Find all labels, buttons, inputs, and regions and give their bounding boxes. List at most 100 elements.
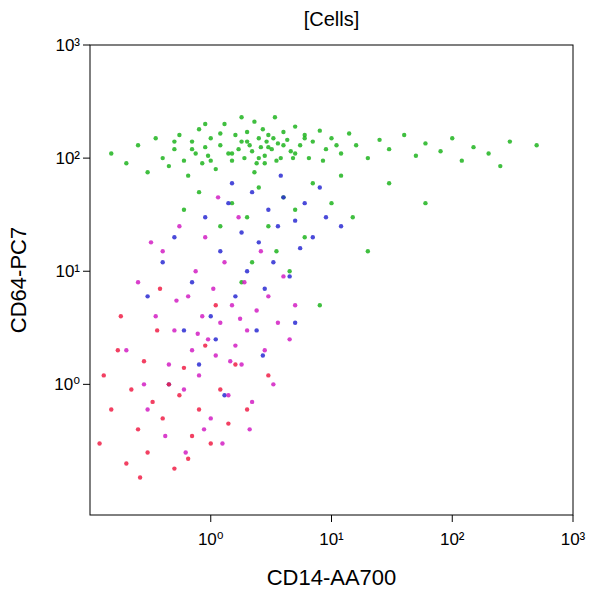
tick-label: 10⁰ bbox=[198, 530, 224, 549]
point bbox=[271, 260, 275, 264]
point bbox=[158, 287, 162, 291]
point bbox=[285, 138, 289, 142]
point bbox=[97, 441, 101, 445]
point bbox=[197, 362, 201, 366]
point bbox=[318, 128, 322, 132]
point bbox=[172, 147, 176, 151]
tick-label: 10⁰ bbox=[54, 375, 80, 394]
background bbox=[0, 0, 600, 600]
point bbox=[259, 145, 263, 149]
point bbox=[218, 249, 222, 253]
title: [Cells] bbox=[304, 8, 360, 30]
point bbox=[186, 294, 190, 298]
point bbox=[214, 337, 218, 341]
point bbox=[324, 147, 328, 151]
point bbox=[136, 427, 140, 431]
point bbox=[155, 328, 159, 332]
point bbox=[233, 362, 237, 366]
tick bbox=[210, 515, 211, 522]
point bbox=[486, 151, 490, 155]
point bbox=[471, 145, 475, 149]
point bbox=[226, 393, 230, 397]
point bbox=[377, 138, 381, 142]
point bbox=[136, 143, 140, 147]
point bbox=[276, 224, 280, 228]
chart: 10⁰10¹10²10³10⁰10¹10²10³[Cells]CD14-AA70… bbox=[0, 0, 600, 600]
point bbox=[142, 359, 146, 363]
point bbox=[182, 366, 186, 370]
point bbox=[257, 156, 261, 160]
point bbox=[142, 382, 146, 386]
point bbox=[190, 434, 194, 438]
point bbox=[247, 427, 251, 431]
point bbox=[257, 185, 261, 189]
point bbox=[218, 143, 222, 147]
point bbox=[154, 136, 158, 140]
point bbox=[209, 314, 213, 318]
point bbox=[218, 131, 222, 135]
point bbox=[203, 343, 207, 347]
point bbox=[206, 154, 210, 158]
point bbox=[124, 348, 128, 352]
point bbox=[200, 161, 204, 165]
point bbox=[254, 328, 258, 332]
point bbox=[218, 224, 222, 228]
point bbox=[116, 348, 120, 352]
point bbox=[167, 382, 171, 386]
point bbox=[264, 139, 268, 143]
point bbox=[190, 139, 194, 143]
point bbox=[259, 249, 263, 253]
point bbox=[298, 246, 302, 250]
point bbox=[236, 215, 240, 219]
point bbox=[261, 353, 265, 357]
point bbox=[226, 421, 230, 425]
point bbox=[190, 348, 194, 352]
tick bbox=[83, 271, 90, 272]
point bbox=[266, 373, 270, 377]
point bbox=[247, 143, 251, 147]
point bbox=[209, 136, 213, 140]
point bbox=[203, 145, 207, 149]
point bbox=[438, 149, 442, 153]
point bbox=[250, 400, 254, 404]
point bbox=[196, 332, 200, 336]
point bbox=[287, 269, 291, 273]
point bbox=[276, 141, 280, 145]
point bbox=[334, 143, 338, 147]
point bbox=[124, 161, 128, 165]
point bbox=[329, 136, 333, 140]
tick-label: 10³ bbox=[561, 530, 586, 549]
point bbox=[172, 235, 176, 239]
point bbox=[339, 173, 343, 177]
point bbox=[423, 201, 427, 205]
point bbox=[324, 215, 328, 219]
point bbox=[245, 269, 249, 273]
point bbox=[197, 190, 201, 194]
point bbox=[203, 235, 207, 239]
point bbox=[216, 195, 220, 199]
point bbox=[145, 450, 149, 454]
point bbox=[186, 173, 190, 177]
tick bbox=[452, 515, 453, 522]
point bbox=[271, 382, 275, 386]
point bbox=[271, 136, 275, 140]
point bbox=[250, 260, 254, 264]
point bbox=[281, 195, 285, 199]
point bbox=[245, 139, 249, 143]
point bbox=[239, 230, 243, 234]
point bbox=[266, 207, 270, 211]
point bbox=[109, 151, 113, 155]
point bbox=[303, 136, 307, 140]
point bbox=[263, 348, 267, 352]
point bbox=[257, 240, 261, 244]
point bbox=[266, 145, 270, 149]
point bbox=[250, 149, 254, 153]
point bbox=[124, 461, 128, 465]
point bbox=[233, 133, 237, 137]
point bbox=[214, 353, 218, 357]
point bbox=[172, 466, 176, 470]
point bbox=[174, 298, 178, 302]
point bbox=[250, 190, 254, 194]
point bbox=[351, 215, 355, 219]
point bbox=[498, 164, 502, 168]
